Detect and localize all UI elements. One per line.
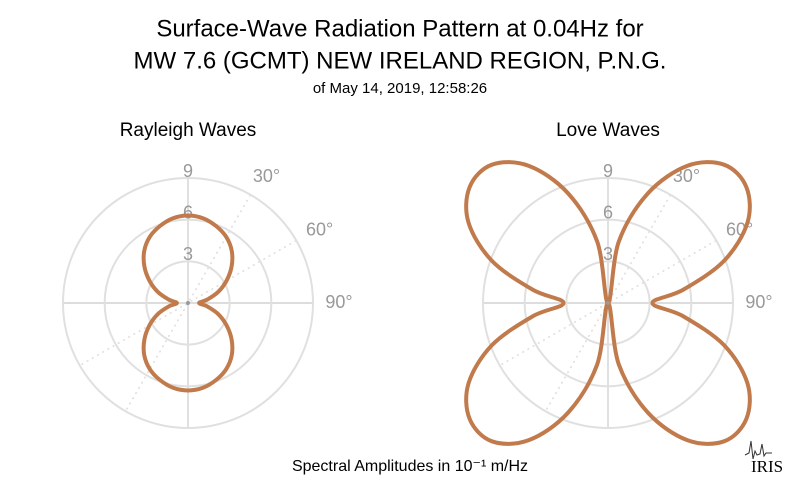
subplot-title: Love Waves: [556, 120, 660, 141]
logo: IRIS: [751, 457, 783, 476]
radiation-curve: [141, 213, 235, 393]
radial-grid-circle: [103, 218, 273, 388]
angular-tick-label: 60°: [306, 219, 333, 239]
angular-tick-label: 90°: [325, 292, 352, 312]
radial-tick-label: 6: [183, 202, 193, 222]
title: Surface-Wave Radiation Pattern at 0.04Hz…: [156, 15, 643, 42]
angular-tick-label: 90°: [745, 292, 772, 312]
angular-tick-label: 30°: [253, 166, 280, 186]
center-dot: [606, 301, 610, 305]
footer: Spectral Amplitudes in 10⁻¹ m/Hz: [292, 458, 528, 475]
radial-tick-label: 6: [603, 202, 613, 222]
subplot-title: Rayleigh Waves: [120, 120, 257, 141]
radial-tick-label: 3: [183, 244, 193, 264]
radial-grid-circle: [145, 260, 231, 346]
radial-grid-circle: [62, 177, 314, 429]
date: of May 14, 2019, 12:58:26: [313, 80, 487, 97]
radial-tick-label: 9: [603, 161, 613, 181]
radial-grid-circle: [565, 260, 651, 346]
radial-tick-label: 3: [603, 244, 613, 264]
radial-tick-label: 9: [183, 161, 193, 181]
radial-grid-circle: [523, 218, 693, 388]
center-dot: [186, 301, 190, 305]
logo-wave: [744, 440, 772, 460]
subtitle: MW 7.6 (GCMT) NEW IRELAND REGION, P.N.G.: [134, 47, 667, 74]
radial-grid-circle: [482, 177, 734, 429]
